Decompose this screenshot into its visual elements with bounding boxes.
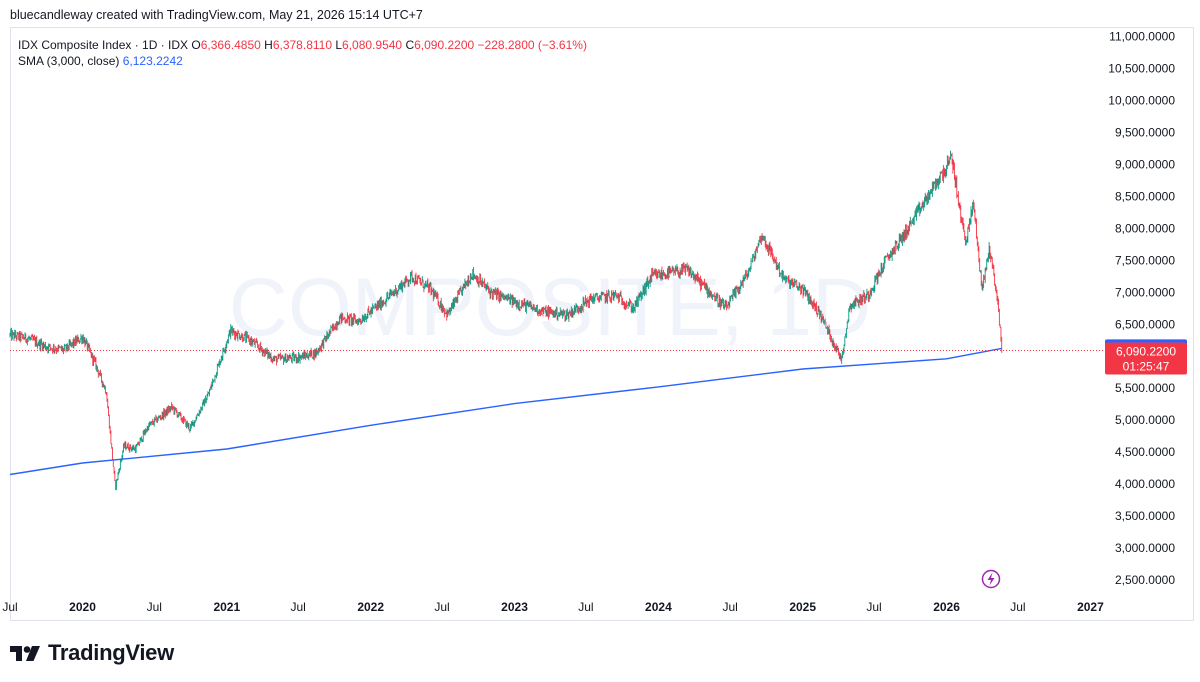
price-tick-label: 11,000.0000 — [1109, 30, 1175, 44]
price-tick-label: 5,500.0000 — [1115, 381, 1175, 395]
price-tick-label: 4,000.0000 — [1115, 477, 1175, 491]
price-tick-label: 4,500.0000 — [1115, 445, 1175, 459]
time-tick-label: 2025 — [789, 600, 816, 614]
time-tick-label: Jul — [722, 600, 737, 614]
tradingview-brand[interactable]: TradingView — [10, 640, 174, 666]
price-tick-label: 7,500.0000 — [1115, 253, 1175, 267]
tradingview-logo-icon — [10, 646, 40, 661]
time-tick-label: 2026 — [933, 600, 960, 614]
brand-name: TradingView — [48, 640, 174, 665]
chart-legend: IDX Composite Index · 1D · IDX O6,366.48… — [18, 37, 587, 69]
price-tick-label: 5,000.0000 — [1115, 413, 1175, 427]
price-tick-label: 8,000.0000 — [1115, 221, 1175, 235]
high-value: 6,378.8110 — [272, 38, 332, 52]
candle-series — [9, 150, 1003, 491]
time-tick-label: Jul — [147, 600, 162, 614]
price-tick-label: 7,000.0000 — [1115, 285, 1175, 299]
attribution-text: bluecandleway created with TradingView.c… — [10, 8, 423, 22]
countdown-text: 01:25:47 — [1123, 359, 1170, 373]
low-label: L — [335, 38, 343, 52]
time-tick-label: Jul — [866, 600, 881, 614]
open-value: 6,366.4850 — [200, 38, 261, 52]
time-axis: Jul 2020 Jul 2021 Jul 2022 Jul 2023 Jul 2024 Jul 20… — [2, 600, 1104, 614]
time-tick-label: 2022 — [357, 600, 384, 614]
time-tick-label: Jul — [2, 600, 17, 614]
time-tick-label: 2027 — [1077, 600, 1104, 614]
chart-frame — [10, 27, 1194, 621]
high-label: H — [264, 38, 273, 52]
price-tick-label: 2,500.0000 — [1115, 573, 1175, 587]
price-tick-label: 3,500.0000 — [1115, 509, 1175, 523]
price-tick-label: 9,000.0000 — [1115, 157, 1175, 171]
close-value: 6,090.2200 — [414, 38, 475, 52]
alert-icon[interactable] — [981, 569, 1001, 589]
time-tick-label: Jul — [1010, 600, 1025, 614]
price-axis: 2,500.0000 3,000.0000 3,500.0000 4,000.0000… — [1108, 30, 1175, 587]
last-price-tag-text: 6,090.2200 — [1116, 344, 1176, 358]
price-tick-label: 6,500.0000 — [1115, 317, 1175, 331]
time-tick-label: Jul — [290, 600, 305, 614]
low-value: 6,080.9540 — [342, 38, 403, 52]
indicator-label[interactable]: SMA (3,000, close) — [18, 54, 120, 68]
price-tick-label: 10,000.0000 — [1108, 94, 1175, 108]
open-label: O — [191, 38, 201, 52]
time-tick-label: Jul — [434, 600, 449, 614]
time-tick-label: 2023 — [501, 600, 528, 614]
time-tick-label: 2024 — [645, 600, 672, 614]
symbol-title[interactable]: IDX Composite Index · 1D · IDX — [18, 38, 189, 52]
last-price-tag — [1105, 342, 1187, 375]
sma-line — [9, 347, 1002, 476]
indicator-value: 6,123.2242 — [122, 54, 183, 68]
price-tick-label: 3,000.0000 — [1115, 541, 1175, 555]
price-tick-label: 9,500.0000 — [1115, 125, 1175, 139]
time-tick-label: Jul — [578, 600, 593, 614]
time-tick-label: 2021 — [213, 600, 240, 614]
time-tick-label: 2020 — [69, 600, 96, 614]
close-label: C — [405, 38, 415, 52]
price-tick-label: 10,500.0000 — [1108, 62, 1175, 76]
price-tick-label: 8,500.0000 — [1115, 189, 1175, 203]
change-value: −228.2800 (−3.61%) — [477, 38, 587, 52]
